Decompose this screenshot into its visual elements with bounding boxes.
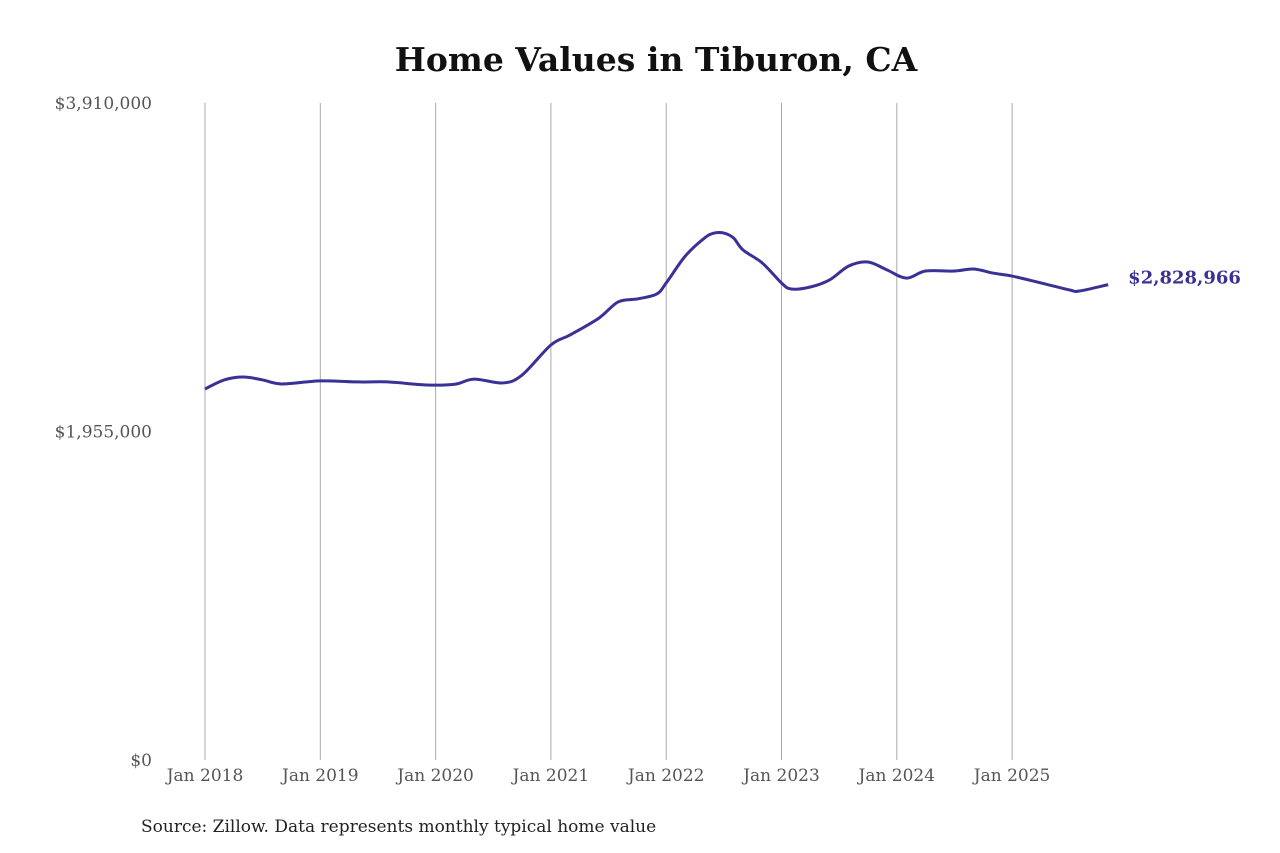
series-line (204, 230, 1109, 391)
x-tick-label: Jan 2018 (165, 766, 244, 786)
x-tick-label: Jan 2019 (280, 766, 359, 786)
x-tick-label: Jan 2025 (972, 766, 1051, 786)
x-tick-label: Jan 2021 (511, 766, 590, 786)
chart-title: Home Values in Tiburon, CA (394, 40, 918, 79)
x-tick-label: Jan 2023 (741, 766, 820, 786)
x-tick-label: Jan 2020 (395, 766, 474, 786)
y-tick-label: $3,910,000 (55, 94, 152, 114)
x-tick-label: Jan 2022 (626, 766, 705, 786)
y-tick-label: $0 (130, 751, 152, 771)
source-note: Source: Zillow. Data represents monthly … (141, 817, 657, 837)
x-tick-label: Jan 2024 (857, 766, 936, 786)
end-value-label: $2,828,966 (1128, 268, 1241, 289)
y-tick-label: $1,955,000 (55, 423, 152, 443)
